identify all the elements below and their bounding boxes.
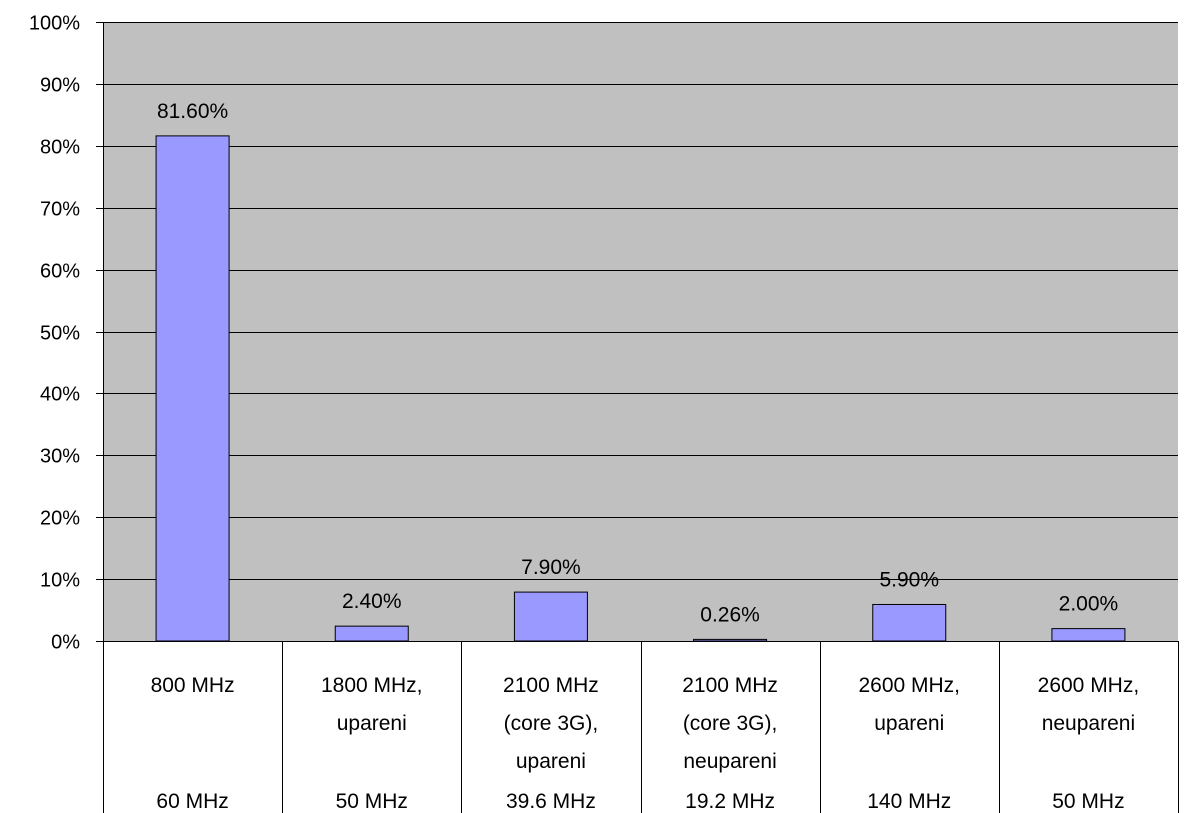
bar	[334, 625, 409, 642]
y-tick-label: 30%	[40, 446, 80, 468]
data-label: 2.00%	[1059, 593, 1119, 616]
category-label: 2600 MHz,	[1038, 674, 1140, 697]
category-label: upareni	[337, 712, 407, 735]
gridlines	[103, 22, 1178, 580]
y-tick-label: 70%	[40, 199, 80, 221]
bandwidth-label: 60 MHz	[156, 790, 228, 813]
bar	[693, 638, 768, 642]
y-tick-label: 90%	[40, 75, 80, 97]
category-label: 2100 MHz	[503, 674, 599, 697]
data-label: 7.90%	[521, 556, 581, 579]
category-label: neupareni	[1042, 712, 1135, 735]
y-tick-label: 10%	[40, 570, 80, 592]
y-tick-label: 60%	[40, 261, 80, 283]
data-labels: 81.60% 2.40% 7.90% 0.26% 5.90% 2.00%	[157, 100, 1118, 626]
category-table: 800 MHz 60 MHz 1800 MHz, upareni 50 MHz 2100 …	[103, 641, 1179, 813]
category-label: upareni	[516, 750, 586, 773]
category-label: 1800 MHz,	[321, 674, 423, 697]
bar	[1051, 628, 1126, 642]
y-tick-label: 50%	[40, 323, 80, 345]
bandwidth-label: 19.2 MHz	[685, 790, 775, 813]
plot-area	[103, 22, 1178, 641]
bandwidth-label: 140 MHz	[867, 790, 951, 813]
data-label: 2.40%	[342, 590, 402, 613]
bars	[155, 135, 1126, 642]
data-label: 5.90%	[879, 568, 939, 591]
bandwidth-label: 39.6 MHz	[506, 790, 596, 813]
bar	[872, 603, 947, 642]
y-tick-label: 100%	[29, 13, 80, 35]
category-label: neupareni	[683, 750, 776, 773]
bandwidth-label: 50 MHz	[336, 790, 408, 813]
y-axis-ticks	[96, 22, 103, 642]
category-label: (core 3G),	[504, 712, 599, 735]
category-label: (core 3G),	[683, 712, 778, 735]
category-label: 800 MHz	[151, 674, 235, 697]
y-axis-labels: 0% 10% 20% 30% 40% 50% 60% 70% 80% 90% 100%	[29, 13, 80, 654]
category-label: 2600 MHz,	[858, 674, 960, 697]
bar	[155, 135, 230, 642]
y-tick-label: 0%	[51, 632, 80, 654]
y-tick-label: 80%	[40, 137, 80, 159]
y-tick-label: 20%	[40, 508, 80, 530]
y-tick-label: 40%	[40, 384, 80, 406]
data-label: 0.26%	[700, 603, 760, 626]
category-label: 2100 MHz	[682, 674, 778, 697]
category-label: upareni	[874, 712, 944, 735]
data-label: 81.60%	[157, 100, 228, 123]
bar	[513, 591, 588, 642]
bandwidth-label: 50 MHz	[1052, 790, 1124, 813]
